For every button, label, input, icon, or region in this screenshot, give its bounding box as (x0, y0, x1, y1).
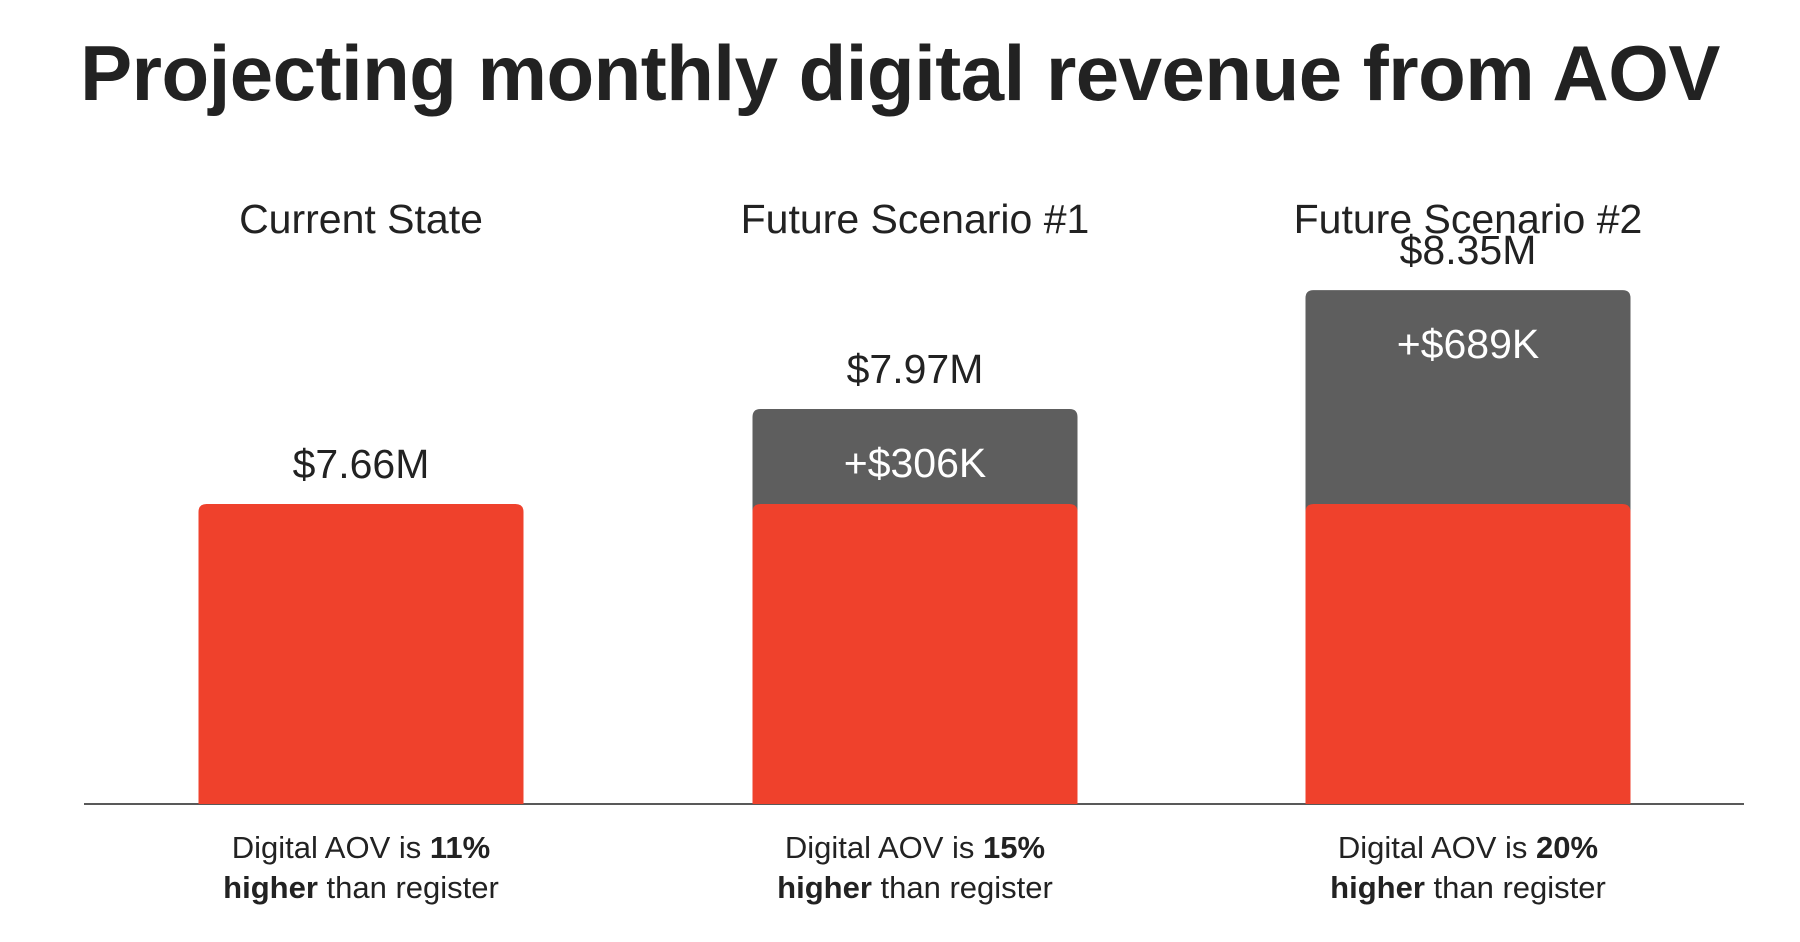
category-label: Future Scenario #2 (1294, 196, 1643, 242)
scenario-caption: Digital AOV is 11% higher than register (223, 830, 499, 905)
increment-data-label: +$306K (844, 440, 987, 486)
bar-base-segment (752, 504, 1078, 804)
chart-title: Projecting monthly digital revenue from … (80, 29, 1720, 117)
total-data-label: $7.97M (847, 346, 984, 392)
increment-data-label: +$689K (1397, 321, 1540, 367)
total-data-label: $7.66M (293, 441, 430, 487)
bar-base-segment (198, 504, 524, 804)
category-label: Future Scenario #1 (741, 196, 1090, 242)
category-label: Current State (239, 196, 483, 242)
scenario-caption: Digital AOV is 15% higher than register (777, 830, 1053, 905)
bar-base-segment (1305, 504, 1631, 804)
bar-increment-segment (752, 409, 1078, 522)
scenario-caption: Digital AOV is 20% higher than register (1330, 830, 1606, 905)
total-data-label: $8.35M (1400, 227, 1537, 273)
bar-increment-segment (1305, 290, 1631, 522)
